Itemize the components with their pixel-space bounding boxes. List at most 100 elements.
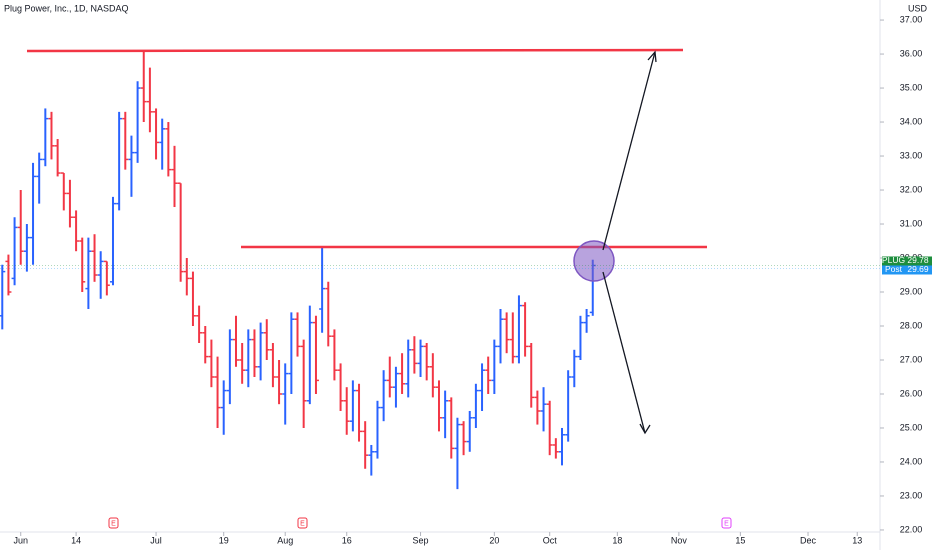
y-tick-label: 28.00 [900,320,923,330]
ohlc-bar [491,339,498,394]
ohlc-bar [214,356,221,428]
ohlc-bar [245,329,252,388]
chart-title: Plug Power, Inc., 1D, NASDAQ [4,3,129,13]
x-tick-label: 14 [71,535,81,545]
event-markers: E E E [108,517,732,529]
highlight-circle [573,240,615,282]
ohlc-bar [485,356,492,394]
ohlc-bar [429,353,436,398]
ohlc-bar [312,315,319,394]
earnings-marker[interactable] [108,517,119,529]
ohlc-bar [122,111,129,170]
ohlc-bar [189,271,196,326]
y-tick-label: 35.00 [900,82,923,92]
ohlc-bar [356,383,363,442]
ohlc-bar [116,111,123,211]
resistance-line [26,48,684,53]
ohlc-bar [435,380,442,432]
earnings-marker[interactable] [721,517,732,529]
y-tick-label: 22.00 [900,524,923,534]
ohlc-bar [36,152,43,204]
ohlc-bar [11,217,18,286]
ohlc-bar [540,387,547,432]
ohlc-bar [288,312,295,394]
ohlc-bar [577,315,584,360]
price-tag-value-bg [905,265,932,275]
x-tick-label: Nov [671,535,688,545]
ohlc-bar [282,363,289,425]
ohlc-bar [85,237,92,310]
ohlc-bar [325,281,332,347]
x-tick-label: Aug [277,535,293,545]
ohlc-bar [128,135,135,197]
ohlc-bar [17,190,24,265]
price-tag-name: PLUG [882,255,905,265]
ohlc-bar [294,312,301,357]
ohlc-bar [337,363,344,411]
ohlc-bar [30,162,37,265]
ohlc-bar [5,254,12,296]
ohlc-bar [522,302,529,357]
ohlc-bar [251,329,258,377]
earnings-marker[interactable] [297,517,308,529]
ohlc-bar [559,427,566,466]
ohlc-bar [177,182,184,282]
ohlc-bar [331,329,338,381]
earnings-label: E [724,520,729,527]
ohlc-bar [97,251,104,299]
x-tick-label: 16 [342,535,352,545]
ohlc-bar [42,108,49,167]
ohlc-bar [226,329,233,405]
ohlc-bar [349,380,356,432]
arrow-down [602,271,646,434]
ohlc-bar [183,258,190,296]
ohlc-bar [54,139,61,177]
ohlc-bar [362,421,369,469]
y-tick-label: 31.00 [900,218,923,228]
x-tick-label: Jun [13,535,28,545]
drawings [26,48,707,435]
ohlc-bar [546,400,553,456]
price-tag-value: 29.78 [907,255,929,265]
ohlc-bar [48,111,55,160]
ohlc-bar [380,370,387,422]
x-tick-label: 15 [735,535,745,545]
y-tick-label: 34.00 [900,116,923,126]
ohlc-bar [140,50,147,123]
price-tag-name-bg [882,256,905,266]
ohlc-bar [405,339,412,398]
price-tag-name: Post [885,264,903,274]
ohlc-bar [233,315,240,367]
ohlc-bar [479,363,486,411]
ohlc-bar [269,342,276,388]
ohlc-bar [196,305,203,343]
ohlc-bar [202,325,209,364]
ohlc-bar [466,410,473,452]
ohlc-bar [374,400,381,459]
ohlc-bar [239,342,246,384]
ohlc-bar [515,295,522,364]
ohlc-bar [399,353,406,394]
y-tick-label: 26.00 [900,388,923,398]
y-tick-label: 37.00 [900,14,923,24]
y-tick-label: 29.00 [900,286,923,296]
ohlc-bar [257,322,264,381]
ohlc-bar [442,390,449,439]
ohlc-bar [23,224,30,272]
ohlc-bar [134,81,141,163]
x-tick-label: Sep [413,535,429,545]
x-tick-label: 18 [612,535,622,545]
arrow-head [639,423,651,435]
y-tick-label: 25.00 [900,422,923,432]
y-tick-label: 24.00 [900,456,923,466]
earnings-label: E [111,520,116,527]
ohlc-bar [79,237,86,293]
ohlc-bar [417,339,424,377]
ohlc-bar [392,366,399,408]
ohlc-bar [319,247,326,333]
ohlc-bar [583,309,590,333]
ohlc-bar [263,319,270,360]
ohlc-bar [146,67,153,133]
ohlc-bar [159,118,166,170]
